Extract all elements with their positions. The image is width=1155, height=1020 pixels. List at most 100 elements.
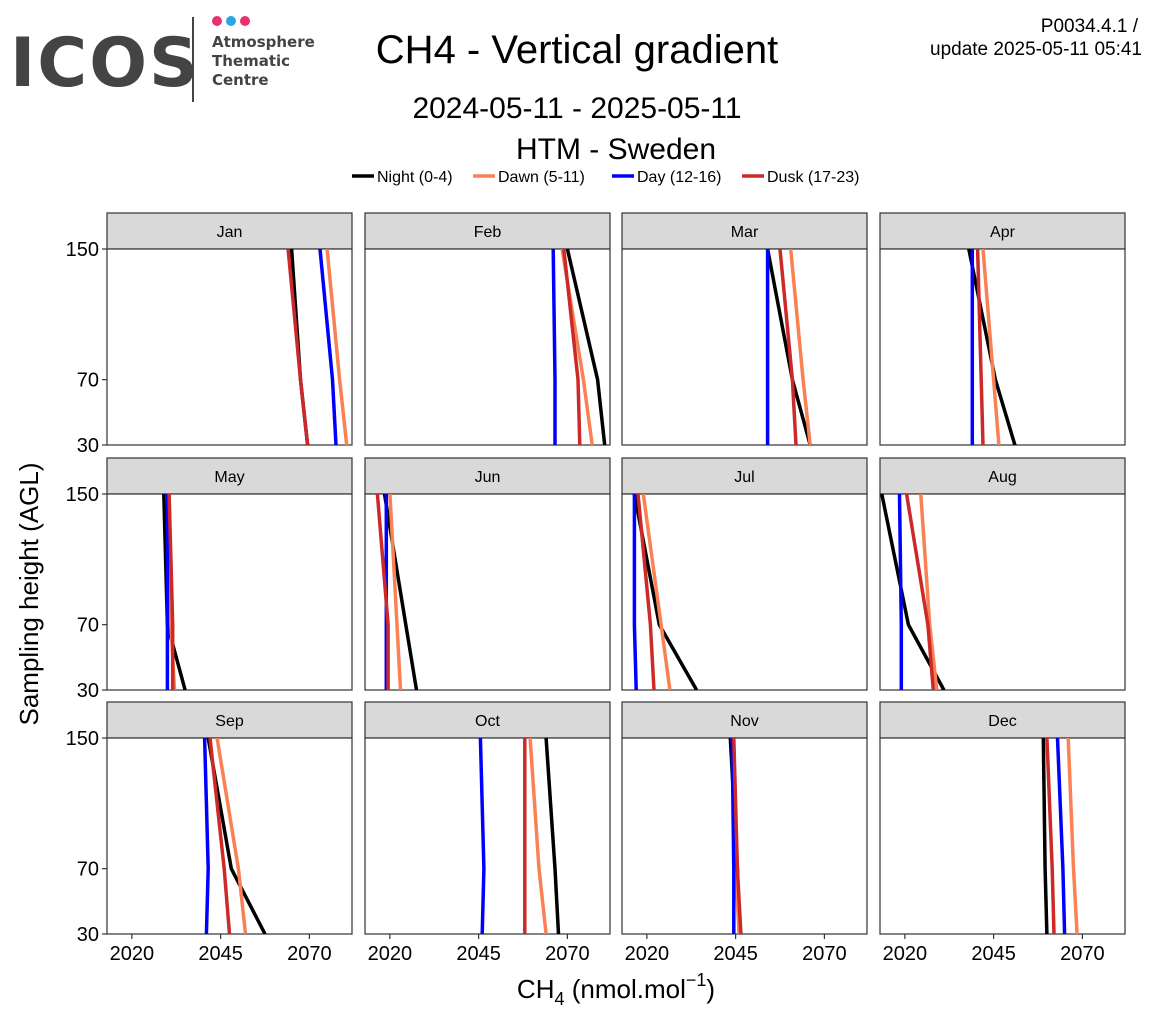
legend-item: Night (0-4) (352, 169, 453, 186)
panel-plot-area (364, 493, 611, 691)
panel-plot-area (879, 737, 1126, 935)
chart-legend: Night (0-4) Dawn (5-11) Day (12-16) Dusk (1… (352, 169, 859, 186)
logo-dot-2 (226, 16, 236, 26)
legend-label: Day (12-16) (637, 169, 721, 186)
facet-panels: Jan 30 70 150 Feb Mar Apr May 30 70 150 Jun Jul Aug Se… (66, 212, 1126, 965)
y-tick-label: 30 (77, 435, 99, 457)
series-line-day (202, 738, 210, 934)
chart-subtitle: 2024-05-11 - 2025-05-11 (412, 92, 741, 125)
y-tick-label: 30 (77, 680, 99, 702)
update-label: update 2025-05-11 05:41 (930, 39, 1142, 60)
x-axis-title-sub: 4 (554, 989, 564, 1009)
panel-series (478, 738, 561, 934)
y-tick-label: 30 (77, 924, 99, 946)
chart-title: CH4 - Vertical gradient (376, 28, 778, 72)
facet-strip-label: Feb (474, 224, 502, 241)
facet-panel: May 30 70 150 (66, 457, 353, 702)
y-axis-title: Sampling height (AGL) (14, 462, 44, 725)
panel-series (967, 249, 1017, 445)
panel-series (202, 738, 267, 934)
series-line-dawn (388, 494, 403, 690)
panel-plot-area (106, 737, 353, 935)
series-line-dusk (208, 738, 232, 934)
logo-line-1: Atmosphere (212, 33, 315, 51)
x-tick-label: 2070 (287, 943, 332, 965)
logo-dot-1 (212, 16, 222, 26)
series-line-dusk (975, 249, 985, 445)
y-tick-label: 70 (77, 370, 99, 392)
facet-panel: Oct 2020 2045 2070 (364, 701, 611, 965)
panel-plot-area (364, 737, 611, 935)
panel-plot-area (106, 248, 353, 446)
series-line-night (544, 738, 561, 934)
panel-plot-area (879, 493, 1126, 691)
facet-panel: Dec 2020 2045 2070 (879, 701, 1126, 965)
legend-label: Dusk (17-23) (767, 169, 859, 186)
series-line-dawn (919, 494, 939, 690)
panel-plot-area (106, 493, 353, 691)
facet-strip-label: Sep (215, 713, 244, 730)
series-line-day (897, 494, 904, 690)
series-line-day (730, 738, 736, 934)
series-line-day (551, 249, 557, 445)
panel-plot-area (621, 493, 868, 691)
series-line-dusk (1045, 738, 1056, 934)
series-line-dawn (788, 249, 812, 445)
y-tick-label: 150 (66, 484, 99, 506)
series-line-dusk (904, 494, 936, 690)
facet-strip-label: Oct (475, 713, 500, 730)
series-line-dusk (375, 494, 390, 690)
panel-series (880, 494, 946, 690)
x-tick-label: 2045 (198, 943, 243, 965)
facet-strip (364, 701, 611, 739)
x-axis-title: CH4 (nmol.mol−1) (517, 970, 715, 1009)
series-line-dusk (286, 249, 310, 445)
facet-panel: Jul (621, 457, 868, 691)
facet-strip (106, 457, 353, 495)
x-tick-label: 2045 (971, 943, 1016, 965)
series-line-dawn (325, 249, 349, 445)
facet-panel: Jan 30 70 150 (66, 212, 353, 457)
series-line-dawn (215, 738, 248, 934)
logo-line-2: Thematic (212, 52, 290, 70)
panel-series (375, 494, 419, 690)
x-tick-label: 2070 (545, 943, 590, 965)
facet-panel: Aug (879, 457, 1126, 691)
panel-series (1041, 738, 1079, 934)
x-tick-label: 2045 (713, 943, 758, 965)
panel-series (632, 494, 699, 690)
panel-plot-area (621, 248, 868, 446)
x-tick-label: 2020 (883, 943, 928, 965)
facet-strip (879, 457, 1126, 495)
facet-strip-label: Dec (988, 713, 1016, 730)
series-line-day (478, 738, 486, 934)
facet-strip (106, 212, 353, 250)
y-tick-label: 150 (66, 239, 99, 261)
facet-strip (364, 212, 611, 250)
y-tick-label: 70 (77, 615, 99, 637)
series-line-dawn (981, 249, 1001, 445)
y-tick-label: 70 (77, 859, 99, 881)
panel-series (728, 738, 743, 934)
x-axis-title-main: CH (517, 974, 555, 1004)
logo-dot-3 (240, 16, 250, 26)
facet-strip (879, 701, 1126, 739)
facet-panel: Jun (364, 457, 611, 691)
x-axis-title-sup: −1 (686, 970, 707, 990)
series-line-dusk (778, 249, 798, 445)
legend-item: Dusk (17-23) (742, 169, 859, 186)
facet-strip-label: Jun (475, 469, 501, 486)
panel-series (551, 249, 607, 445)
series-line-night (1041, 738, 1049, 934)
facet-strip-label: Apr (990, 224, 1016, 241)
facet-strip (106, 701, 353, 739)
series-line-day (632, 494, 638, 690)
series-line-night (565, 249, 607, 445)
series-line-dusk (562, 249, 582, 445)
version-label: P0034.4.1 / (1041, 16, 1139, 37)
x-axis-title-close: ) (706, 974, 715, 1004)
y-tick-label: 150 (66, 728, 99, 750)
facet-strip (879, 212, 1126, 250)
facet-panel: Feb (364, 212, 611, 446)
